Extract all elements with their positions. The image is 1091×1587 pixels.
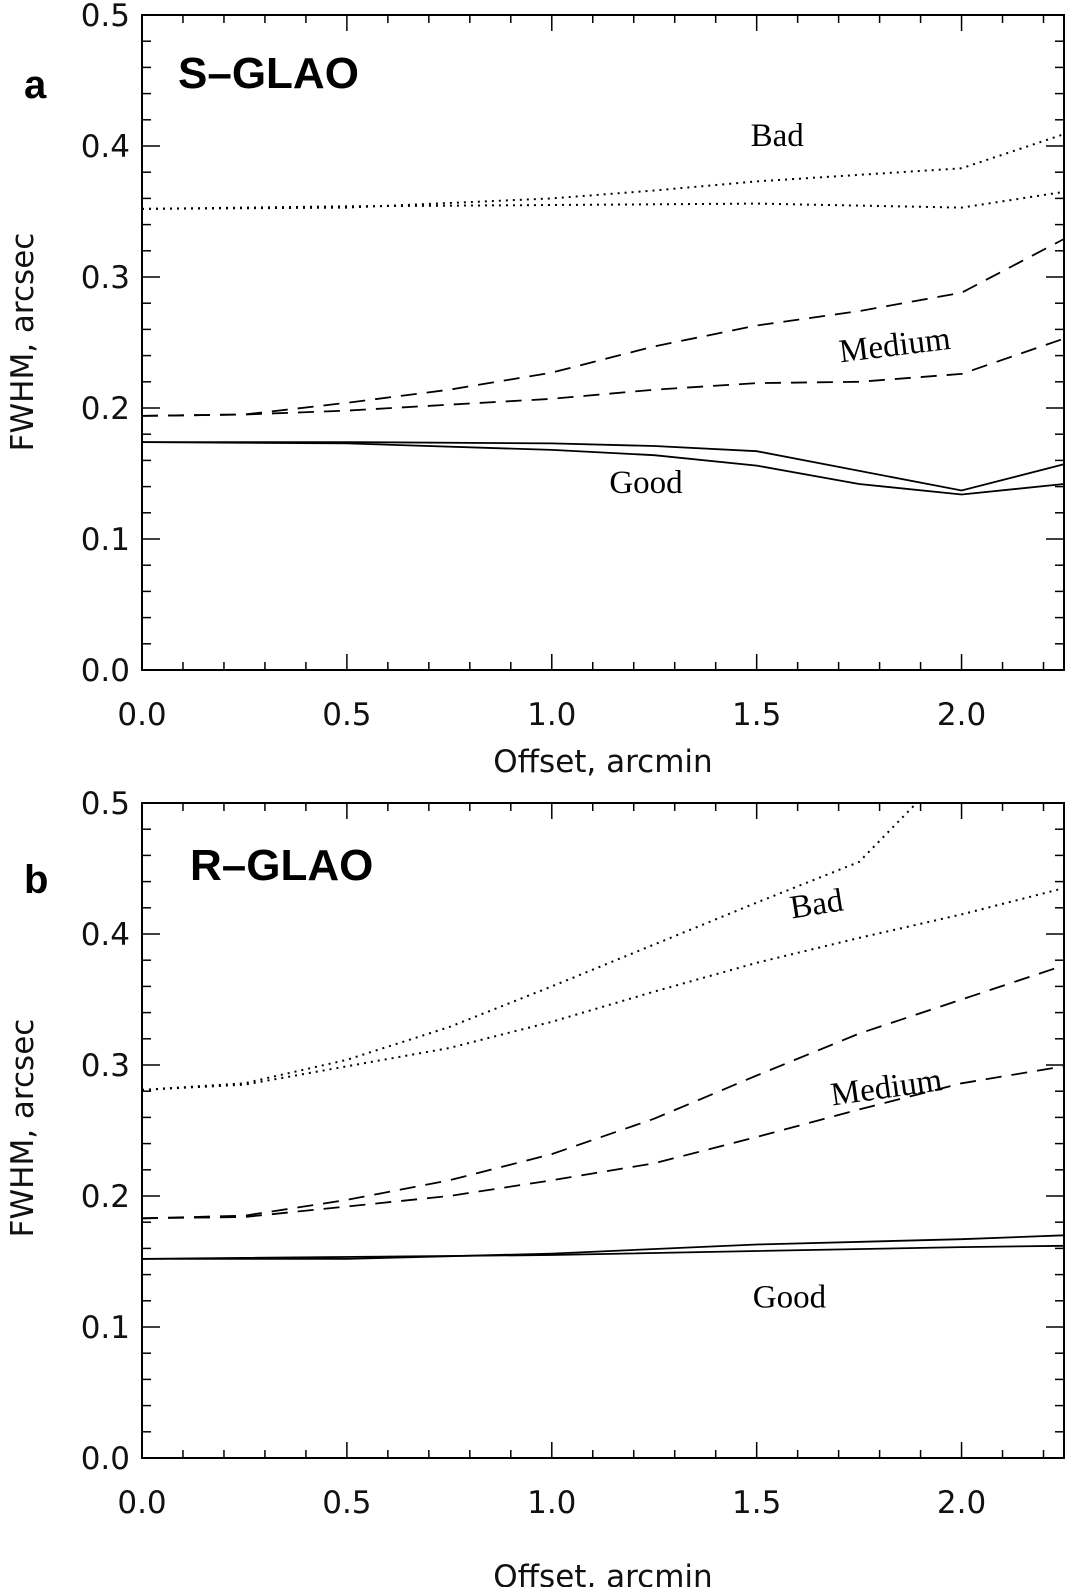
x-tick-label: 2.0 — [937, 1485, 986, 1521]
x-axis-label: Offset, arcmin — [493, 744, 712, 780]
y-tick-label: 0.1 — [81, 522, 130, 558]
series-line-good — [141, 1244, 1065, 1260]
x-tick-label: 2.0 — [937, 697, 986, 733]
series-line-good — [141, 441, 1065, 496]
y-tick-label: 0.5 — [81, 0, 130, 34]
y-tick-label: 0.5 — [81, 786, 130, 822]
y-tick-label: 0.1 — [81, 1310, 130, 1346]
x-axis-label: Offset, arcmin — [493, 1559, 712, 1587]
series-line-medium — [141, 337, 1065, 417]
curve-label-bad: Bad — [751, 118, 805, 154]
x-tick-label: 0.0 — [117, 697, 166, 733]
x-tick-label: 0.5 — [322, 697, 371, 733]
x-tick-label: 1.0 — [527, 1485, 576, 1521]
y-tick-label: 0.3 — [81, 1048, 130, 1084]
curve-label-medium: Medium — [829, 1062, 945, 1113]
series-line-bad — [141, 887, 1065, 1091]
series-line-good — [142, 441, 1065, 492]
curve-label-good: Good — [753, 1279, 827, 1315]
panel-a: a S–GLAO Offset, arcmin FWHM, arcsec 0.0… — [5, 0, 1065, 780]
y-tick-label: 0.0 — [81, 1441, 130, 1477]
plot-frame — [141, 802, 1065, 1459]
x-tick-label: 1.0 — [527, 697, 576, 733]
x-tick-label: 0.0 — [117, 1485, 166, 1521]
series-line-medium — [141, 1065, 1065, 1220]
y-tick-label: 0.2 — [81, 391, 130, 427]
y-tick-label: 0.4 — [81, 917, 130, 953]
y-axis-label: FWHM, arcsec — [5, 233, 41, 452]
plot-frame — [141, 14, 1065, 671]
series-line-good — [142, 1234, 1065, 1260]
panel-b: b R–GLAO Offset, arcmin FWHM, arcsec 0.0… — [5, 786, 1065, 1587]
curve-label-good: Good — [609, 465, 683, 501]
y-tick-label: 0.2 — [81, 1179, 130, 1215]
panel-title: R–GLAO — [190, 841, 373, 890]
y-tick-label: 0.4 — [81, 129, 130, 165]
curve-label-bad: Bad — [787, 882, 846, 926]
y-tick-label: 0.3 — [81, 260, 130, 296]
x-tick-label: 1.5 — [732, 697, 781, 733]
x-tick-label: 1.5 — [732, 1485, 781, 1521]
series-line-bad — [141, 133, 1065, 210]
curve-label-medium: Medium — [837, 321, 953, 370]
series-line-medium — [141, 964, 1065, 1220]
panel-letter: b — [24, 858, 48, 902]
panel-title: S–GLAO — [178, 49, 359, 98]
y-tick-label: 0.0 — [81, 653, 130, 689]
series-line-bad — [141, 190, 1065, 210]
panel-letter: a — [24, 63, 47, 107]
x-tick-label: 0.5 — [322, 1485, 371, 1521]
y-axis-label: FWHM, arcsec — [5, 1019, 41, 1238]
